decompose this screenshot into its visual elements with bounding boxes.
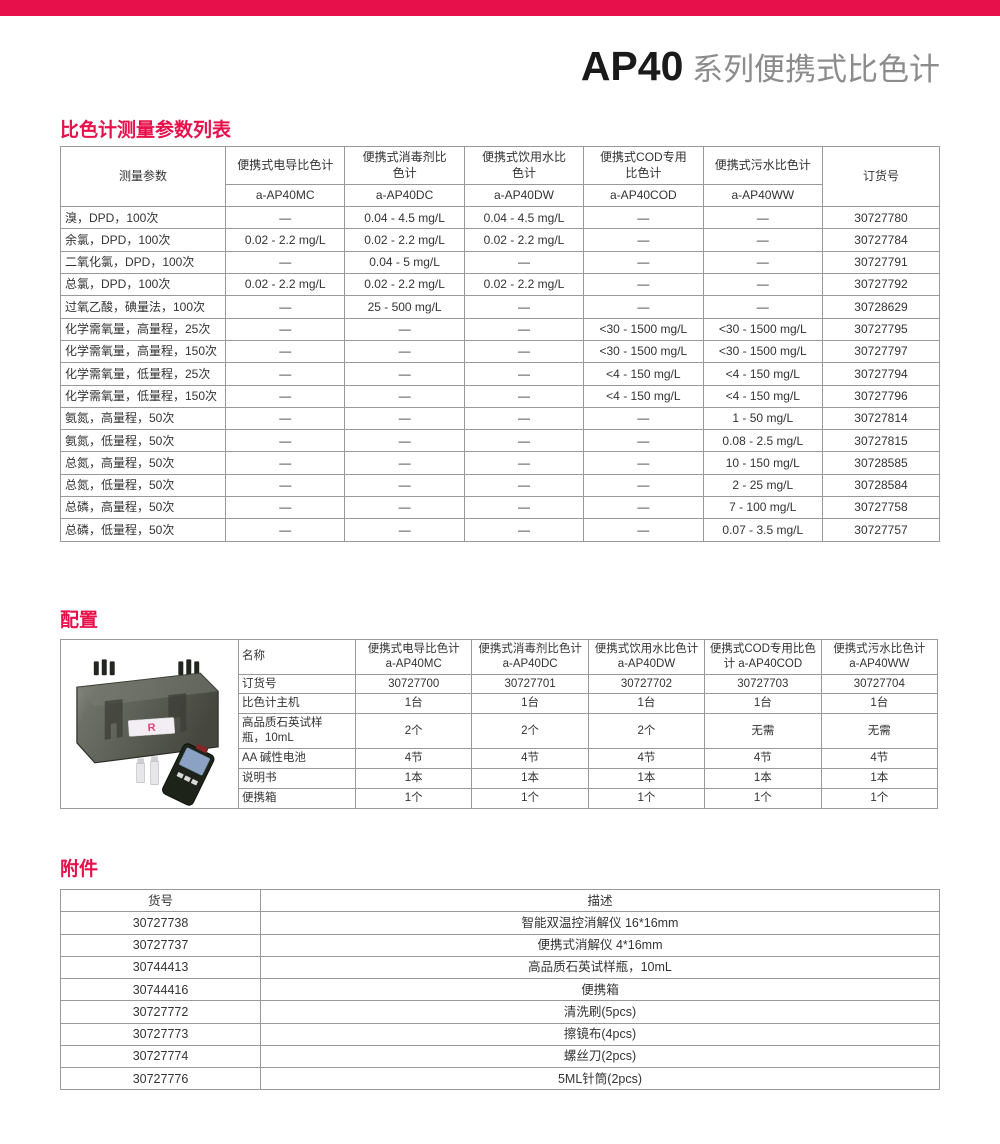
- svg-text:R: R: [147, 721, 156, 734]
